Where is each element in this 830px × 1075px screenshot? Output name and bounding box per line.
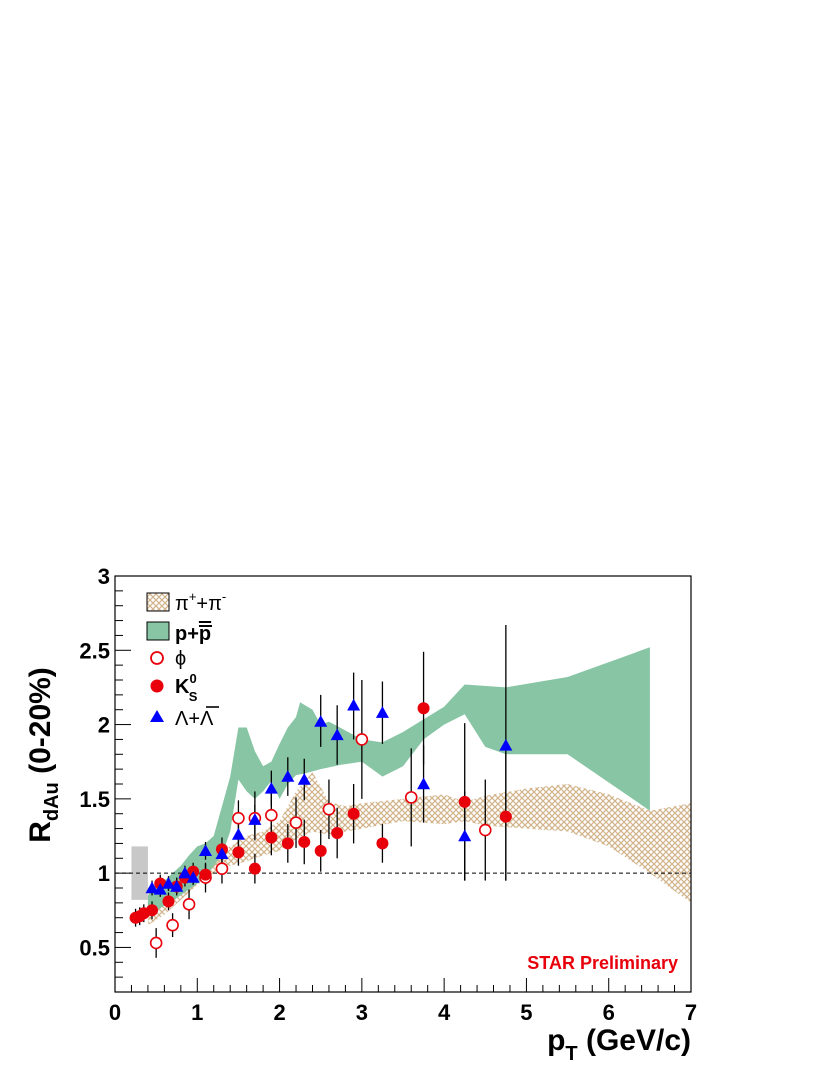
y-tick-label: 2	[98, 713, 110, 738]
band-proton	[147, 647, 650, 915]
marker-lambda-18	[458, 829, 472, 842]
marker-lambda-9	[248, 813, 262, 825]
marker-phi-2	[182, 898, 196, 911]
marker-kshort-3	[146, 904, 159, 917]
marker-kshort-18	[347, 807, 360, 820]
x-tick-label: 6	[603, 1000, 615, 1025]
y-axis-title-main: R	[24, 821, 57, 843]
marker-kshort-17	[331, 827, 344, 840]
marker-phi-9	[322, 802, 336, 816]
uncertainty-bands	[147, 647, 691, 926]
marker-phi-7	[265, 808, 278, 822]
y-tick-label: 1.5	[79, 787, 110, 812]
marker-lambda-14	[330, 728, 344, 741]
marker-phi-5	[232, 811, 245, 825]
legend-label-lambda-bar: Λ	[200, 708, 214, 730]
marker-kshort-15	[298, 835, 311, 848]
marker-kshort-16	[314, 844, 327, 857]
marker-kshort-5	[162, 895, 175, 908]
marker-kshort-19	[376, 837, 389, 850]
marker-kshort-14	[281, 837, 294, 850]
marker-phi-0	[149, 936, 163, 950]
legend-swatch-pion	[146, 592, 170, 612]
x-tick-label: 4	[438, 1000, 451, 1025]
marker-phi-11	[404, 791, 418, 804]
y-tick-label: 2.5	[79, 638, 110, 663]
x-tick-label: 7	[685, 1000, 697, 1025]
x-tick-label: 3	[356, 1000, 368, 1025]
marker-kshort-13	[265, 831, 278, 844]
marker-lambda-10	[264, 781, 278, 794]
y-tick-label: 3	[98, 564, 110, 589]
marker-lambda-3	[170, 880, 184, 892]
marker-lambda-0	[145, 881, 159, 894]
marker-phi-1	[166, 918, 179, 932]
data-markers	[129, 698, 513, 950]
x-axis-title-main: p	[547, 1024, 565, 1057]
axes: 0 1 2 3 4 5 6 7 0.5 1 1.5 2 2.5 3	[79, 564, 697, 1025]
legend: π++π- p+p ϕ K0 S Λ+Λ	[146, 589, 226, 730]
legend-label-proton-main: p+	[175, 623, 199, 645]
y-tick-label: 1	[98, 861, 110, 886]
star-preliminary-label: STAR Preliminary	[527, 953, 678, 973]
band-pion	[147, 772, 691, 926]
legend-label-pion-sup2: -	[222, 589, 226, 604]
marker-lambda-2	[161, 877, 175, 889]
x-axis-title: pT (GeV/c)	[547, 1024, 691, 1065]
x-axis-title-sub: T	[565, 1043, 577, 1065]
marker-phi-4	[215, 862, 229, 875]
x-axis-title-unit: (GeV/c)	[578, 1024, 691, 1057]
legend-label-kshort-sub: S	[189, 689, 198, 704]
marker-lambda-7	[215, 847, 229, 860]
marker-kshort-9	[199, 868, 212, 881]
marker-lambda-4	[178, 866, 192, 879]
legend-marker-kshort	[150, 679, 164, 693]
x-tick-label: 0	[109, 1000, 121, 1025]
marker-phi-12	[478, 823, 492, 837]
marker-kshort-20	[417, 702, 430, 715]
marker-kshort-11	[232, 846, 245, 859]
legend-label-pion-sup1: +	[189, 589, 197, 604]
marker-lambda-13	[314, 715, 328, 727]
legend-label-phi: ϕ	[175, 648, 186, 670]
marker-lambda-15	[347, 698, 361, 711]
marker-phi-8	[289, 816, 303, 829]
marker-lambda-12	[297, 773, 311, 785]
legend-label-lambda-main: Λ+	[175, 708, 200, 730]
legend-label-pion-plus: +π	[196, 593, 221, 615]
x-tick-label: 2	[273, 1000, 285, 1025]
marker-lambda-16	[375, 706, 389, 718]
legend-label-lambda: Λ+Λ	[175, 708, 214, 730]
legend-label-kshort: K0 S	[175, 671, 198, 704]
legend-label-pion-main: π	[175, 593, 189, 615]
marker-lambda-6	[199, 844, 213, 857]
y-tick-label: 0.5	[79, 935, 110, 960]
y-axis-title-sub: dAu	[41, 782, 63, 821]
marker-phi-10	[355, 733, 369, 746]
legend-label-pion: π++π-	[175, 589, 226, 615]
x-tick-label: 1	[191, 1000, 203, 1025]
marker-kshort-12	[248, 862, 261, 875]
legend-swatch-proton	[146, 621, 170, 641]
marker-lambda-17	[417, 777, 431, 790]
legend-label-kshort-sup: 0	[189, 671, 196, 686]
marker-lambda-8	[231, 828, 245, 840]
marker-kshort-22	[499, 810, 512, 823]
legend-label-proton: p+p	[175, 623, 211, 645]
legend-marker-phi	[150, 651, 164, 665]
marker-kshort-21	[458, 795, 471, 808]
y-axis-title: RdAu (0-20%)	[24, 667, 63, 843]
marker-lambda-5	[186, 871, 200, 883]
marker-lambda-19	[499, 738, 513, 751]
marker-lambda-1	[153, 882, 167, 895]
marker-lambda-11	[281, 770, 295, 782]
legend-label-kshort-main: K	[175, 676, 190, 698]
y-axis-title-suffix: (0-20%)	[24, 667, 57, 782]
x-tick-label: 5	[520, 1000, 532, 1025]
legend-label-proton-bar: p	[199, 623, 211, 645]
legend-marker-lambda	[150, 710, 164, 722]
